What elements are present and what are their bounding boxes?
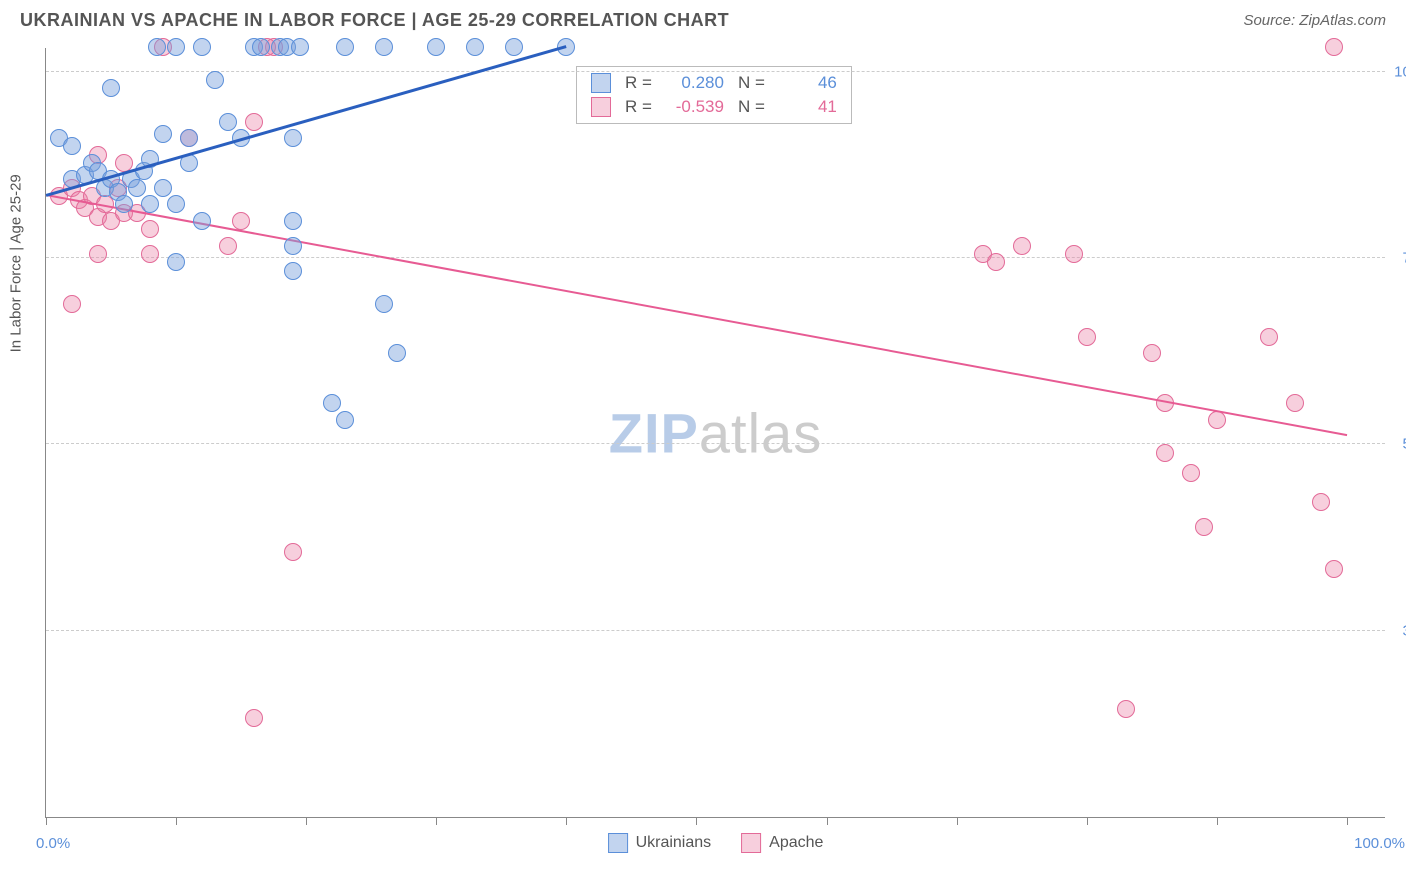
chart-plot-area: In Labor Force | Age 25-29 ZIPatlas 0.0%… — [45, 48, 1385, 818]
x-axis-max-label: 100.0% — [1354, 835, 1405, 852]
data-point-apache — [141, 245, 159, 263]
data-point-apache — [1286, 394, 1304, 412]
data-point-ukrainians — [375, 38, 393, 56]
r-value-ukrainians: 0.280 — [662, 73, 724, 93]
data-point-apache — [1325, 560, 1343, 578]
data-point-apache — [1156, 444, 1174, 462]
y-tick-label: 32.5% — [1402, 622, 1406, 639]
source-attribution: Source: ZipAtlas.com — [1243, 12, 1386, 29]
x-axis-min-label: 0.0% — [36, 835, 70, 852]
data-point-ukrainians — [193, 38, 211, 56]
stats-row-ukrainians: R = 0.280 N = 46 — [591, 73, 837, 93]
stats-row-apache: R = -0.539 N = 41 — [591, 97, 837, 117]
r-value-apache: -0.539 — [662, 97, 724, 117]
data-point-ukrainians — [427, 38, 445, 56]
data-point-apache — [1260, 328, 1278, 346]
gridline — [46, 71, 1385, 72]
data-point-ukrainians — [206, 71, 224, 89]
data-point-ukrainians — [252, 38, 270, 56]
data-point-ukrainians — [180, 129, 198, 147]
x-tick — [827, 817, 828, 825]
data-point-ukrainians — [336, 411, 354, 429]
n-value-apache: 41 — [775, 97, 837, 117]
data-point-apache — [1312, 493, 1330, 511]
trendline-apache — [46, 194, 1347, 436]
x-tick — [957, 817, 958, 825]
legend-item-apache: Apache — [741, 833, 823, 853]
chart-legend: Ukrainians Apache — [608, 833, 824, 853]
x-tick — [1087, 817, 1088, 825]
data-point-ukrainians — [336, 38, 354, 56]
data-point-ukrainians — [167, 195, 185, 213]
y-axis-title: In Labor Force | Age 25-29 — [8, 174, 25, 352]
data-point-apache — [1325, 38, 1343, 56]
data-point-ukrainians — [284, 129, 302, 147]
data-point-apache — [232, 212, 250, 230]
data-point-ukrainians — [505, 38, 523, 56]
data-point-ukrainians — [323, 394, 341, 412]
data-point-ukrainians — [148, 38, 166, 56]
x-tick — [1217, 817, 1218, 825]
data-point-apache — [284, 543, 302, 561]
data-point-ukrainians — [167, 38, 185, 56]
gridline — [46, 257, 1385, 258]
data-point-ukrainians — [154, 179, 172, 197]
x-tick — [566, 817, 567, 825]
gridline — [46, 630, 1385, 631]
data-point-apache — [1117, 700, 1135, 718]
x-tick — [176, 817, 177, 825]
data-point-apache — [987, 253, 1005, 271]
trendline-ukrainians — [46, 45, 567, 196]
x-tick — [1347, 817, 1348, 825]
data-point-ukrainians — [154, 125, 172, 143]
data-point-apache — [1143, 344, 1161, 362]
y-tick-label: 100.0% — [1394, 63, 1406, 80]
data-point-ukrainians — [284, 262, 302, 280]
legend-swatch-apache — [741, 833, 761, 853]
gridline — [46, 443, 1385, 444]
data-point-ukrainians — [375, 295, 393, 313]
data-point-apache — [141, 220, 159, 238]
data-point-apache — [1065, 245, 1083, 263]
data-point-ukrainians — [128, 179, 146, 197]
y-tick-label: 77.5% — [1402, 250, 1406, 267]
legend-swatch-ukrainians — [608, 833, 628, 853]
x-tick — [46, 817, 47, 825]
n-value-ukrainians: 46 — [775, 73, 837, 93]
x-tick — [436, 817, 437, 825]
watermark-logo: ZIPatlas — [609, 400, 822, 465]
y-tick-label: 55.0% — [1402, 436, 1406, 453]
data-point-ukrainians — [115, 195, 133, 213]
data-point-apache — [1013, 237, 1031, 255]
data-point-ukrainians — [193, 212, 211, 230]
swatch-apache — [591, 97, 611, 117]
data-point-apache — [1195, 518, 1213, 536]
data-point-apache — [1182, 464, 1200, 482]
data-point-ukrainians — [141, 195, 159, 213]
data-point-ukrainians — [388, 344, 406, 362]
data-point-apache — [219, 237, 237, 255]
data-point-ukrainians — [291, 38, 309, 56]
data-point-ukrainians — [102, 79, 120, 97]
data-point-apache — [245, 709, 263, 727]
data-point-apache — [89, 245, 107, 263]
swatch-ukrainians — [591, 73, 611, 93]
chart-title: UKRAINIAN VS APACHE IN LABOR FORCE | AGE… — [20, 10, 729, 31]
data-point-ukrainians — [219, 113, 237, 131]
data-point-apache — [245, 113, 263, 131]
data-point-ukrainians — [284, 237, 302, 255]
data-point-ukrainians — [466, 38, 484, 56]
data-point-apache — [1078, 328, 1096, 346]
data-point-ukrainians — [284, 212, 302, 230]
data-point-ukrainians — [63, 137, 81, 155]
correlation-stats-box: R = 0.280 N = 46 R = -0.539 N = 41 — [576, 66, 852, 124]
legend-item-ukrainians: Ukrainians — [608, 833, 712, 853]
x-tick — [696, 817, 697, 825]
x-tick — [306, 817, 307, 825]
data-point-ukrainians — [167, 253, 185, 271]
data-point-apache — [63, 295, 81, 313]
